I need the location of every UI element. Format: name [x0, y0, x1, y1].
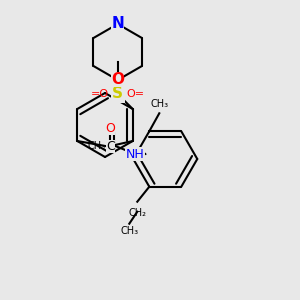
Text: =O: =O — [91, 89, 109, 99]
Text: S: S — [112, 86, 123, 101]
Text: C: C — [106, 140, 115, 152]
Text: CH₃: CH₃ — [120, 226, 138, 236]
Text: CH₃: CH₃ — [88, 141, 106, 151]
Text: NH: NH — [126, 148, 145, 160]
Text: N: N — [111, 16, 124, 32]
Text: O=: O= — [127, 89, 145, 99]
Text: O: O — [105, 122, 115, 134]
Text: O: O — [111, 73, 124, 88]
Text: CH₂: CH₂ — [128, 208, 146, 218]
Text: CH₃: CH₃ — [150, 99, 168, 109]
